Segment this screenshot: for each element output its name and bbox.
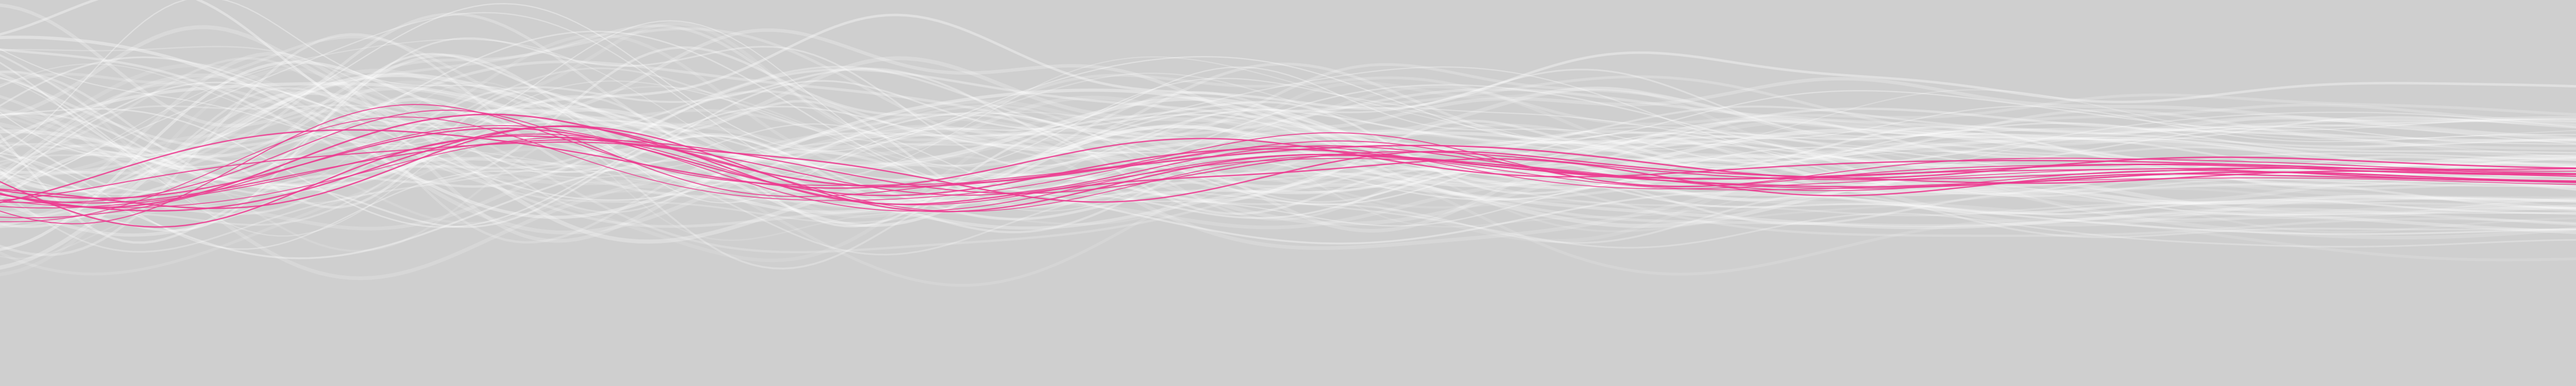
white-wave-line bbox=[0, 61, 2576, 173]
white-wave-line bbox=[0, 46, 2576, 179]
pink-wave-line bbox=[0, 142, 2576, 201]
white-wave-line bbox=[0, 149, 2576, 231]
white-wave-line bbox=[0, 25, 2576, 142]
white-wave-line bbox=[0, 54, 2576, 163]
white-wave-line bbox=[0, 46, 2576, 244]
pink-wave-line bbox=[0, 116, 2576, 222]
white-wave-line bbox=[0, 56, 2576, 181]
pink-wave-lines bbox=[0, 104, 2576, 228]
white-wave-line bbox=[0, 104, 2576, 214]
white-wave-line bbox=[0, 48, 2576, 188]
white-wave-line bbox=[0, 154, 2576, 259]
pink-wave-line bbox=[0, 135, 2576, 228]
white-wave-line bbox=[0, 22, 2576, 196]
white-wave-line bbox=[0, 33, 2576, 176]
white-wave-line bbox=[0, 20, 2576, 167]
pink-wave-line bbox=[0, 126, 2576, 209]
pink-wave-line bbox=[0, 127, 2576, 199]
white-wave-line bbox=[0, 76, 2576, 237]
white-wave-line bbox=[0, 54, 2576, 208]
white-wave-line bbox=[0, 60, 2576, 251]
white-wave-line bbox=[0, 132, 2576, 228]
white-wave-line bbox=[0, 39, 2576, 186]
white-wave-line bbox=[0, 35, 2576, 138]
white-wave-line bbox=[0, 27, 2576, 174]
pink-wave-line bbox=[0, 104, 2576, 224]
white-wave-line bbox=[0, 107, 2576, 200]
white-wave-line bbox=[0, 60, 2576, 148]
white-wave-line bbox=[0, 73, 2576, 235]
white-wave-line bbox=[0, 106, 2576, 228]
white-wave-line bbox=[0, 146, 2576, 287]
white-wave-line bbox=[0, 126, 2576, 228]
white-wave-line bbox=[0, 115, 2576, 224]
white-wave-line bbox=[0, 67, 2576, 193]
white-wave-line bbox=[0, 12, 2576, 196]
white-wave-line bbox=[0, 3, 2576, 129]
white-wave-line bbox=[0, 81, 2576, 259]
white-wave-line bbox=[0, 3, 2576, 158]
white-wave-line bbox=[0, 0, 2576, 204]
white-wave-line bbox=[0, 108, 2576, 254]
pink-wave-line bbox=[0, 113, 2576, 208]
white-wave-line bbox=[0, 157, 2576, 237]
white-wave-line bbox=[0, 12, 2576, 175]
white-wave-line bbox=[0, 0, 2576, 124]
white-wave-line bbox=[0, 24, 2576, 187]
white-wave-line bbox=[0, 33, 2576, 256]
white-wave-line bbox=[0, 37, 2576, 188]
white-wave-line bbox=[0, 165, 2576, 256]
white-wave-line bbox=[0, 134, 2576, 224]
white-wave-line bbox=[0, 68, 2576, 163]
white-wave-line bbox=[0, 124, 2576, 252]
white-wave-line bbox=[0, 123, 2576, 250]
white-wave-line bbox=[0, 51, 2576, 243]
pink-wave-line bbox=[0, 129, 2576, 203]
white-wave-line bbox=[0, 109, 2576, 280]
white-wave-line bbox=[0, 30, 2576, 195]
pink-wave-line bbox=[0, 133, 2576, 208]
pink-wave-line bbox=[0, 137, 2576, 212]
